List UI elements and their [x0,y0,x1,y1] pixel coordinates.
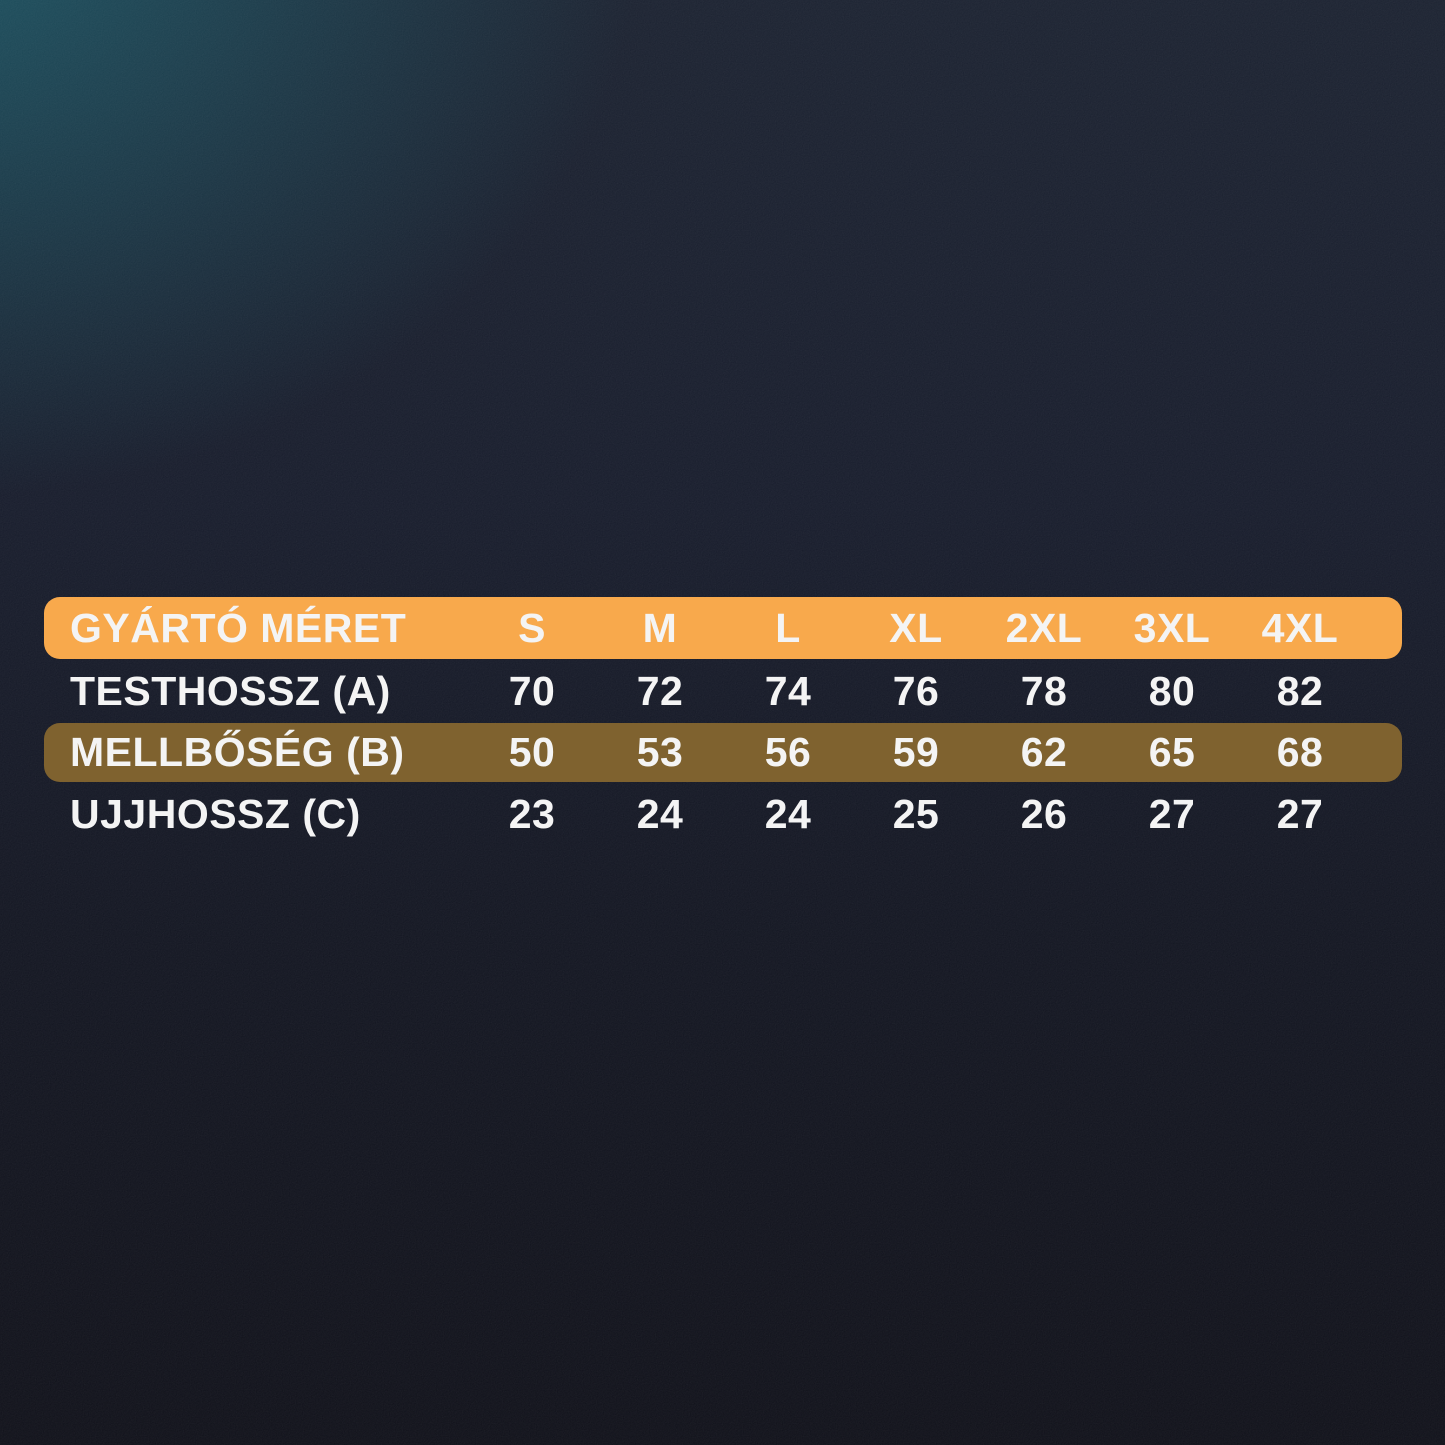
value-cell: 56 [764,729,812,775]
value-cell: 82 [1276,667,1324,714]
header-size-m: M [642,604,678,651]
value-cell: 68 [1276,729,1324,775]
value-cell: 27 [1276,790,1324,837]
table-row-testhossz: TESTHOSSZ (A) 70 72 74 76 78 80 82 [44,659,1402,723]
header-label: GYÁRTÓ MÉRET [70,604,407,651]
value-cell: 26 [1020,790,1068,837]
value-cell: 72 [636,667,684,714]
row-label: MELLBŐSÉG (B) [70,729,405,775]
table-row-ujjhossz: UJJHOSSZ (C) 23 24 24 25 26 27 27 [44,782,1402,846]
value-cell: 70 [508,667,556,714]
size-chart-table: GYÁRTÓ MÉRET S M L XL 2XL 3XL 4XL TESTHO… [44,597,1402,846]
header-size-4xl: 4XL [1261,604,1339,651]
value-cell: 80 [1148,667,1196,714]
value-cell: 76 [892,667,940,714]
value-cell: 74 [764,667,812,714]
value-cell: 78 [1020,667,1068,714]
value-cell: 53 [636,729,684,775]
value-cell: 62 [1020,729,1068,775]
value-cell: 59 [892,729,940,775]
header-size-3xl: 3XL [1133,604,1211,651]
header-size-xl: XL [889,604,943,651]
table-row-mellboseg: MELLBŐSÉG (B) 50 53 56 59 62 65 68 [44,723,1402,782]
row-label: TESTHOSSZ (A) [70,667,391,714]
table-header-row: GYÁRTÓ MÉRET S M L XL 2XL 3XL 4XL [44,597,1402,659]
value-cell: 24 [764,790,812,837]
header-size-l: L [775,604,801,651]
value-cell: 27 [1148,790,1196,837]
value-cell: 25 [892,790,940,837]
value-cell: 23 [508,790,556,837]
row-label: UJJHOSSZ (C) [70,790,361,837]
value-cell: 50 [508,729,556,775]
header-size-2xl: 2XL [1005,604,1083,651]
value-cell: 65 [1148,729,1196,775]
value-cell: 24 [636,790,684,837]
header-size-s: S [518,604,546,651]
